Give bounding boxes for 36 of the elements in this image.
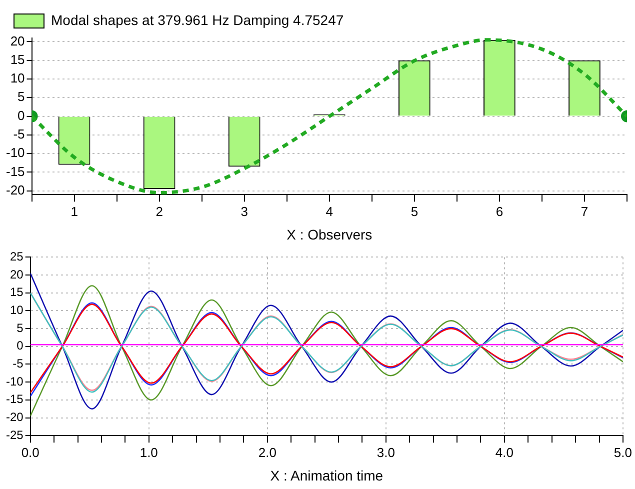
y-tick-label: -5 [13, 126, 25, 142]
y-tick-label: 25 [10, 250, 24, 264]
x-tick-label: 2.0 [258, 444, 276, 460]
x-tick-label: 1.0 [140, 444, 158, 460]
y-tick-label: 15 [10, 285, 24, 300]
y-tick-label: -15 [6, 392, 24, 406]
x-tick-label: 5.0 [614, 444, 632, 460]
y-tick-label: -15 [6, 164, 25, 179]
x-tick-label: 4.0 [495, 444, 514, 460]
y-tick-label: 10 [10, 70, 25, 86]
y-tick-label: 20 [10, 267, 24, 282]
y-tick-label: -5 [12, 356, 24, 371]
y-tick-label: -10 [6, 374, 24, 388]
y-tick-label: 5 [18, 89, 25, 104]
y-tick-label: 10 [10, 303, 24, 318]
y-tick-label: 0 [16, 338, 24, 353]
y-tick-label: 0 [18, 108, 25, 123]
x-tick-label: 0.0 [21, 444, 40, 460]
x-tick-label: 6 [496, 204, 504, 219]
x-tick-label: 3 [240, 204, 248, 219]
y-tick-label: 15 [10, 52, 25, 67]
x-tick-label: 4 [326, 204, 334, 219]
x-axis-title: X : Animation time [270, 467, 384, 484]
x-tick-label: 2 [156, 204, 163, 219]
x-axis-title: X : Observers [286, 226, 372, 242]
legend-label: Modal shapes at 379.961 Hz Damping 4.75247 [51, 12, 344, 28]
x-tick-label: 3.0 [376, 444, 395, 460]
y-tick-label: -25 [6, 428, 24, 442]
x-tick-label: 5 [410, 204, 418, 219]
y-tick-label: 5 [16, 320, 24, 335]
x-tick-label: 1 [70, 204, 78, 219]
y-tick-label: -20 [6, 410, 24, 424]
y-tick-label: -10 [6, 145, 25, 160]
y-tick-label: 20 [10, 33, 25, 48]
x-tick-label: 7 [580, 204, 588, 219]
y-tick-label: -20 [6, 182, 25, 198]
